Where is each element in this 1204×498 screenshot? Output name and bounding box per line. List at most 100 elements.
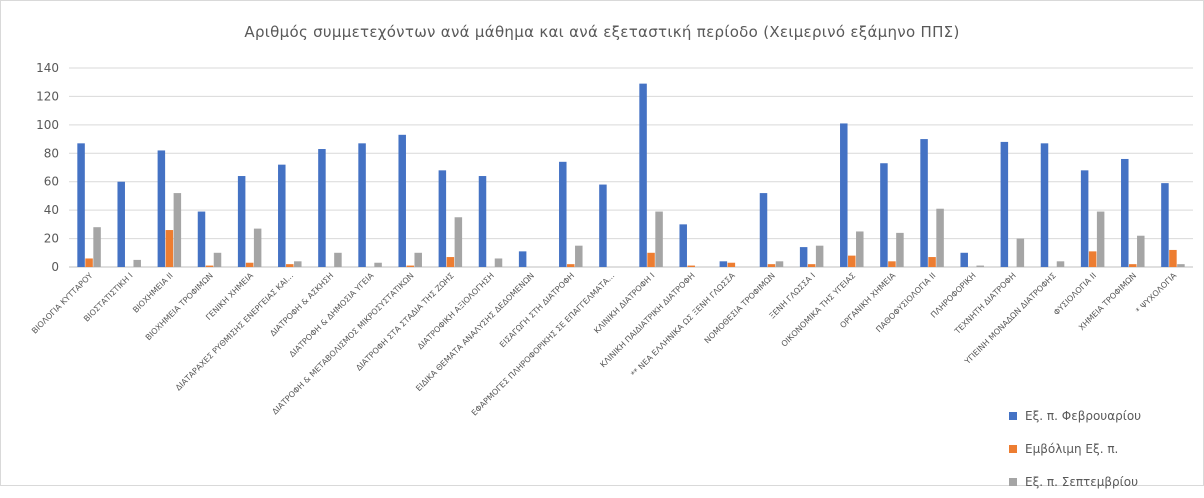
x-category-label: ΒΙΟΛΟΓΙΑ ΚΥΤΤΑΡΟΥ	[30, 271, 95, 336]
bar	[647, 252, 655, 267]
x-category-label: ΔΙΑΤΡΟΦΙΚΗ ΑΞΙΟΛΟΓΗΣΗ	[416, 271, 496, 351]
bar	[446, 257, 455, 267]
x-category-label: ΒΙΟΧΗΜΕΙΑ ΤΡΟΦΙΜΩΝ	[144, 271, 215, 342]
bar	[767, 264, 776, 267]
bar	[334, 252, 342, 267]
legend-label: Εμβόλιμη Εξ. π.	[1025, 441, 1119, 456]
bar	[1088, 251, 1097, 267]
bar	[1161, 183, 1169, 267]
x-category-label: ΔΙΑΤΡΟΦΗ & ΔΗΜΟΣΙΑ ΥΓΕΙΑ	[288, 271, 376, 359]
bar	[888, 261, 896, 267]
bar	[1169, 249, 1177, 267]
bar	[896, 232, 904, 267]
bar	[1137, 235, 1145, 267]
bar	[880, 163, 888, 267]
bar	[655, 211, 663, 267]
x-category-label: ΟΙΚΟΝΟΜΙΚΑ ΤΗΣ ΥΓΕΙΑΣ	[780, 271, 858, 349]
bar	[1096, 211, 1105, 267]
bar	[1056, 261, 1065, 267]
bar	[117, 181, 125, 267]
y-tick-label: 0	[51, 260, 59, 274]
bar	[775, 261, 784, 267]
y-tick-label: 120	[36, 89, 59, 103]
bar	[960, 252, 968, 267]
bar	[157, 150, 166, 267]
bar	[438, 170, 447, 267]
bar	[85, 258, 93, 267]
bar	[759, 193, 768, 267]
bar	[173, 193, 182, 267]
legend-swatch	[1009, 444, 1017, 453]
bar	[856, 231, 864, 267]
bar	[454, 217, 463, 267]
bar	[1040, 143, 1049, 267]
bar	[976, 265, 984, 267]
bar	[245, 262, 254, 267]
bar	[414, 252, 422, 267]
bar	[719, 261, 728, 267]
bar	[1016, 238, 1025, 267]
y-tick-label: 60	[44, 175, 59, 189]
bar	[406, 265, 414, 267]
bar	[197, 211, 206, 267]
legend-label: Εξ. π. Φεβρουαρίου	[1025, 408, 1142, 423]
bar	[815, 245, 824, 267]
legend-swatch	[1009, 411, 1017, 420]
legend-item: Εξ. π. Φεβρουαρίου	[1009, 399, 1141, 432]
bar	[679, 224, 687, 267]
bar	[1129, 264, 1137, 267]
bar	[1121, 158, 1129, 267]
bar	[799, 247, 808, 267]
chart-legend: Εξ. π. Φεβρουαρίου Εμβόλιμη Εξ. π. Εξ. π. …	[1009, 399, 1141, 498]
bar	[1177, 264, 1185, 267]
bar	[1000, 141, 1009, 267]
bar	[518, 251, 527, 267]
bar	[374, 262, 382, 267]
x-category-label: * ΨΥΧΟΛΟΓΙΑ	[1134, 271, 1179, 316]
y-tick-label: 40	[44, 203, 59, 217]
bar	[133, 259, 141, 267]
bar	[318, 149, 326, 267]
bar	[807, 264, 816, 267]
bar	[478, 176, 487, 267]
x-category-label: ΝΟΜΟΘΕΣΙΑ ΤΡΟΦΙΜΩΝ	[703, 271, 777, 345]
bar	[294, 261, 302, 267]
bar	[286, 264, 294, 267]
bar	[205, 265, 214, 267]
y-tick-label: 80	[44, 146, 59, 160]
bar	[727, 262, 736, 267]
bar	[687, 265, 695, 267]
bar	[358, 143, 366, 267]
bar	[599, 184, 607, 267]
x-category-label: ΥΓΙΕΙΝΗ ΜΟΝΑΔΩΝ ΔΙΑΤΡΟΦΗΣ	[962, 271, 1058, 367]
bar	[77, 143, 85, 267]
y-tick-label: 20	[44, 232, 59, 246]
bar	[575, 245, 583, 267]
bar	[559, 161, 567, 267]
bar	[567, 264, 575, 267]
legend-label: Εξ. π. Σεπτεμβρίου	[1025, 474, 1139, 489]
x-category-label: ΒΙΟΧΗΜΕΙΑ ΙΙ	[131, 271, 175, 315]
x-category-label: ΦΥΣΙΟΛΟΓΙΑ ΙΙ	[1052, 271, 1098, 317]
bar	[1080, 170, 1089, 267]
bar	[848, 255, 856, 267]
y-tick-label: 100	[36, 118, 59, 132]
y-tick-label: 140	[36, 61, 59, 75]
bar	[928, 257, 936, 267]
chart-title: Αριθμός συμμετεχόντων ανά μάθημα και ανά…	[244, 23, 960, 41]
bar	[93, 227, 101, 267]
x-category-label: ΔΙΑΤΡΟΦΗ & ΜΕΤΑΒΟΛΙΣΜΟΣ ΜΙΚΡΟΣΥΣΤΑΤΙΚΩΝ	[270, 271, 415, 416]
bar	[936, 208, 944, 267]
bar	[165, 230, 174, 267]
x-category-label: ΕΙΣΑΓΩΓΗ ΣΤΗ ΔΙΑΤΡΟΦΗ	[498, 271, 576, 349]
bar	[278, 164, 286, 267]
bar	[494, 258, 503, 267]
bar	[213, 252, 222, 267]
legend-item: Εμβόλιμη Εξ. π.	[1009, 432, 1141, 465]
bar	[639, 83, 647, 267]
bar	[253, 228, 262, 267]
x-category-label: ΕΦΑΡΜΟΓΕΣ ΠΛΗΡΟΦΟΡΙΚΗΣ ΣΕ ΕΠΑΓΓΕΛΜΑΤΑ...	[470, 271, 617, 418]
legend-swatch	[1009, 477, 1017, 486]
